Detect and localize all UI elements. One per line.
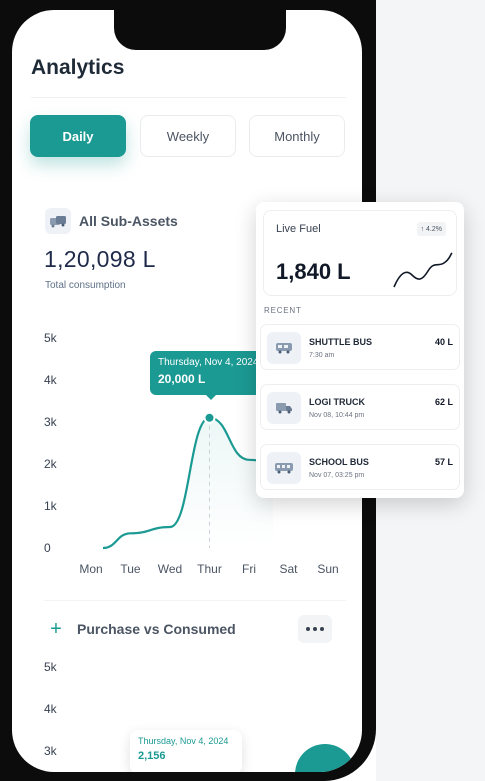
- page-title: Analytics: [31, 56, 125, 79]
- purchase-consumed-title: Purchase vs Consumed: [77, 621, 236, 637]
- y-tick-label: 5k: [44, 660, 57, 674]
- recent-item-name: LOGI TRUCK: [309, 397, 365, 407]
- recent-item-amount: 62 L: [434, 397, 453, 407]
- y-tick-label: 3k: [44, 415, 58, 429]
- consumption-line-chart: 0 1k 2k 3k 4k 5k Mon Tue Wed Thur Fri Sat Sun: [44, 331, 339, 576]
- y-tick-label: 4k: [44, 702, 57, 716]
- live-fuel-value: 1,840 L: [276, 259, 351, 284]
- purchase-consumed-header: + Purchase vs Consumed: [45, 618, 236, 640]
- dot-icon: [320, 627, 324, 631]
- tooltip-value: 20,000 L: [158, 372, 206, 386]
- divider: [44, 600, 346, 601]
- y-tick-label: 4k: [44, 373, 58, 387]
- dot-icon: [306, 627, 310, 631]
- sub-assets-label: All Sub-Assets: [79, 213, 178, 229]
- tooltip-arrow: [205, 394, 217, 400]
- tab-daily[interactable]: Daily: [30, 115, 126, 157]
- total-consumption-label: Total consumption: [45, 280, 126, 291]
- change-badge: ↑ 4.2%: [416, 222, 446, 236]
- series-line: [102, 416, 274, 550]
- live-fuel-card: Live Fuel ↑ 4.2% 1,840 L RECENT SHUTTLE …: [256, 202, 464, 498]
- change-value: 4.2%: [426, 225, 442, 233]
- recent-item-time: Nov 07, 03:25 pm: [309, 472, 365, 479]
- phone-notch: [114, 10, 286, 50]
- recent-item-amount: 57 L: [434, 457, 453, 467]
- recent-label: RECENT: [264, 306, 302, 315]
- series-area: [295, 744, 355, 772]
- y-tick-label: 0: [44, 541, 51, 555]
- chart-tooltip: Thursday, Nov 4, 2024 20,000 L: [150, 351, 270, 395]
- x-tick-label: Sat: [279, 562, 298, 576]
- live-fuel-summary[interactable]: Live Fuel ↑ 4.2% 1,840 L: [263, 210, 457, 296]
- recent-item[interactable]: SCHOOL BUS Nov 07, 03:25 pm 57 L: [260, 444, 460, 490]
- recent-item-time: Nov 08, 10:44 pm: [309, 412, 365, 419]
- recent-item-name: SHUTTLE BUS: [309, 337, 372, 347]
- y-tick-label: 3k: [44, 744, 57, 758]
- tooltip-value: 2,156: [138, 750, 166, 762]
- arrow-up-icon: ↑: [420, 225, 425, 233]
- x-tick-label: Tue: [120, 562, 141, 576]
- period-tabs: Daily Weekly Monthly: [30, 115, 346, 157]
- recent-item-name: SCHOOL BUS: [309, 457, 369, 467]
- sparkline: [393, 252, 453, 288]
- school-bus-icon: [267, 452, 301, 484]
- sub-assets-header[interactable]: All Sub-Assets: [45, 208, 178, 234]
- tooltip-date: Thursday, Nov 4, 2024: [158, 357, 259, 368]
- chart-tooltip: Thursday, Nov 4, 2024 2,156: [130, 730, 242, 772]
- vehicles-icon: [45, 208, 71, 234]
- y-tick-label: 5k: [44, 331, 58, 345]
- y-tick-label: 2k: [44, 457, 58, 471]
- recent-item-time: 7:30 am: [309, 352, 335, 359]
- tab-weekly[interactable]: Weekly: [140, 115, 236, 157]
- selected-point[interactable]: [203, 411, 216, 424]
- x-tick-label: Thur: [197, 562, 222, 576]
- plus-icon[interactable]: +: [50, 617, 62, 640]
- live-fuel-title: Live Fuel: [276, 223, 321, 235]
- x-tick-label: Wed: [158, 562, 182, 576]
- truck-icon: [267, 392, 301, 424]
- tab-monthly[interactable]: Monthly: [249, 115, 345, 157]
- x-tick-label: Mon: [79, 562, 102, 576]
- recent-item-amount: 40 L: [434, 337, 453, 347]
- dot-icon: [313, 627, 317, 631]
- recent-item[interactable]: LOGI TRUCK Nov 08, 10:44 pm 62 L: [260, 384, 460, 430]
- bus-icon: [267, 332, 301, 364]
- more-options-button[interactable]: [298, 615, 332, 643]
- divider: [31, 97, 346, 98]
- x-tick-label: Sun: [317, 562, 338, 576]
- tooltip-date: Thursday, Nov 4, 2024: [138, 736, 229, 746]
- recent-item[interactable]: SHUTTLE BUS 7:30 am 40 L: [260, 324, 460, 370]
- y-tick-label: 1k: [44, 499, 58, 513]
- x-tick-label: Fri: [242, 562, 256, 576]
- total-consumption-value: 1,20,098 L: [44, 246, 156, 272]
